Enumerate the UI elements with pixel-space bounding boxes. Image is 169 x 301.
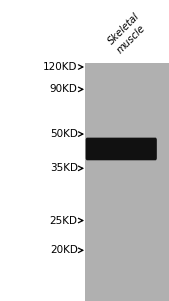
Text: 25KD: 25KD [50,216,78,225]
Text: 120KD: 120KD [43,62,78,72]
Text: 20KD: 20KD [50,245,78,255]
Bar [84,63,169,301]
Text: 90KD: 90KD [50,84,78,94]
Text: 50KD: 50KD [50,129,78,139]
FancyBboxPatch shape [86,138,157,160]
Text: Skeletal
muscle: Skeletal muscle [106,12,150,55]
Text: 35KD: 35KD [50,163,78,173]
